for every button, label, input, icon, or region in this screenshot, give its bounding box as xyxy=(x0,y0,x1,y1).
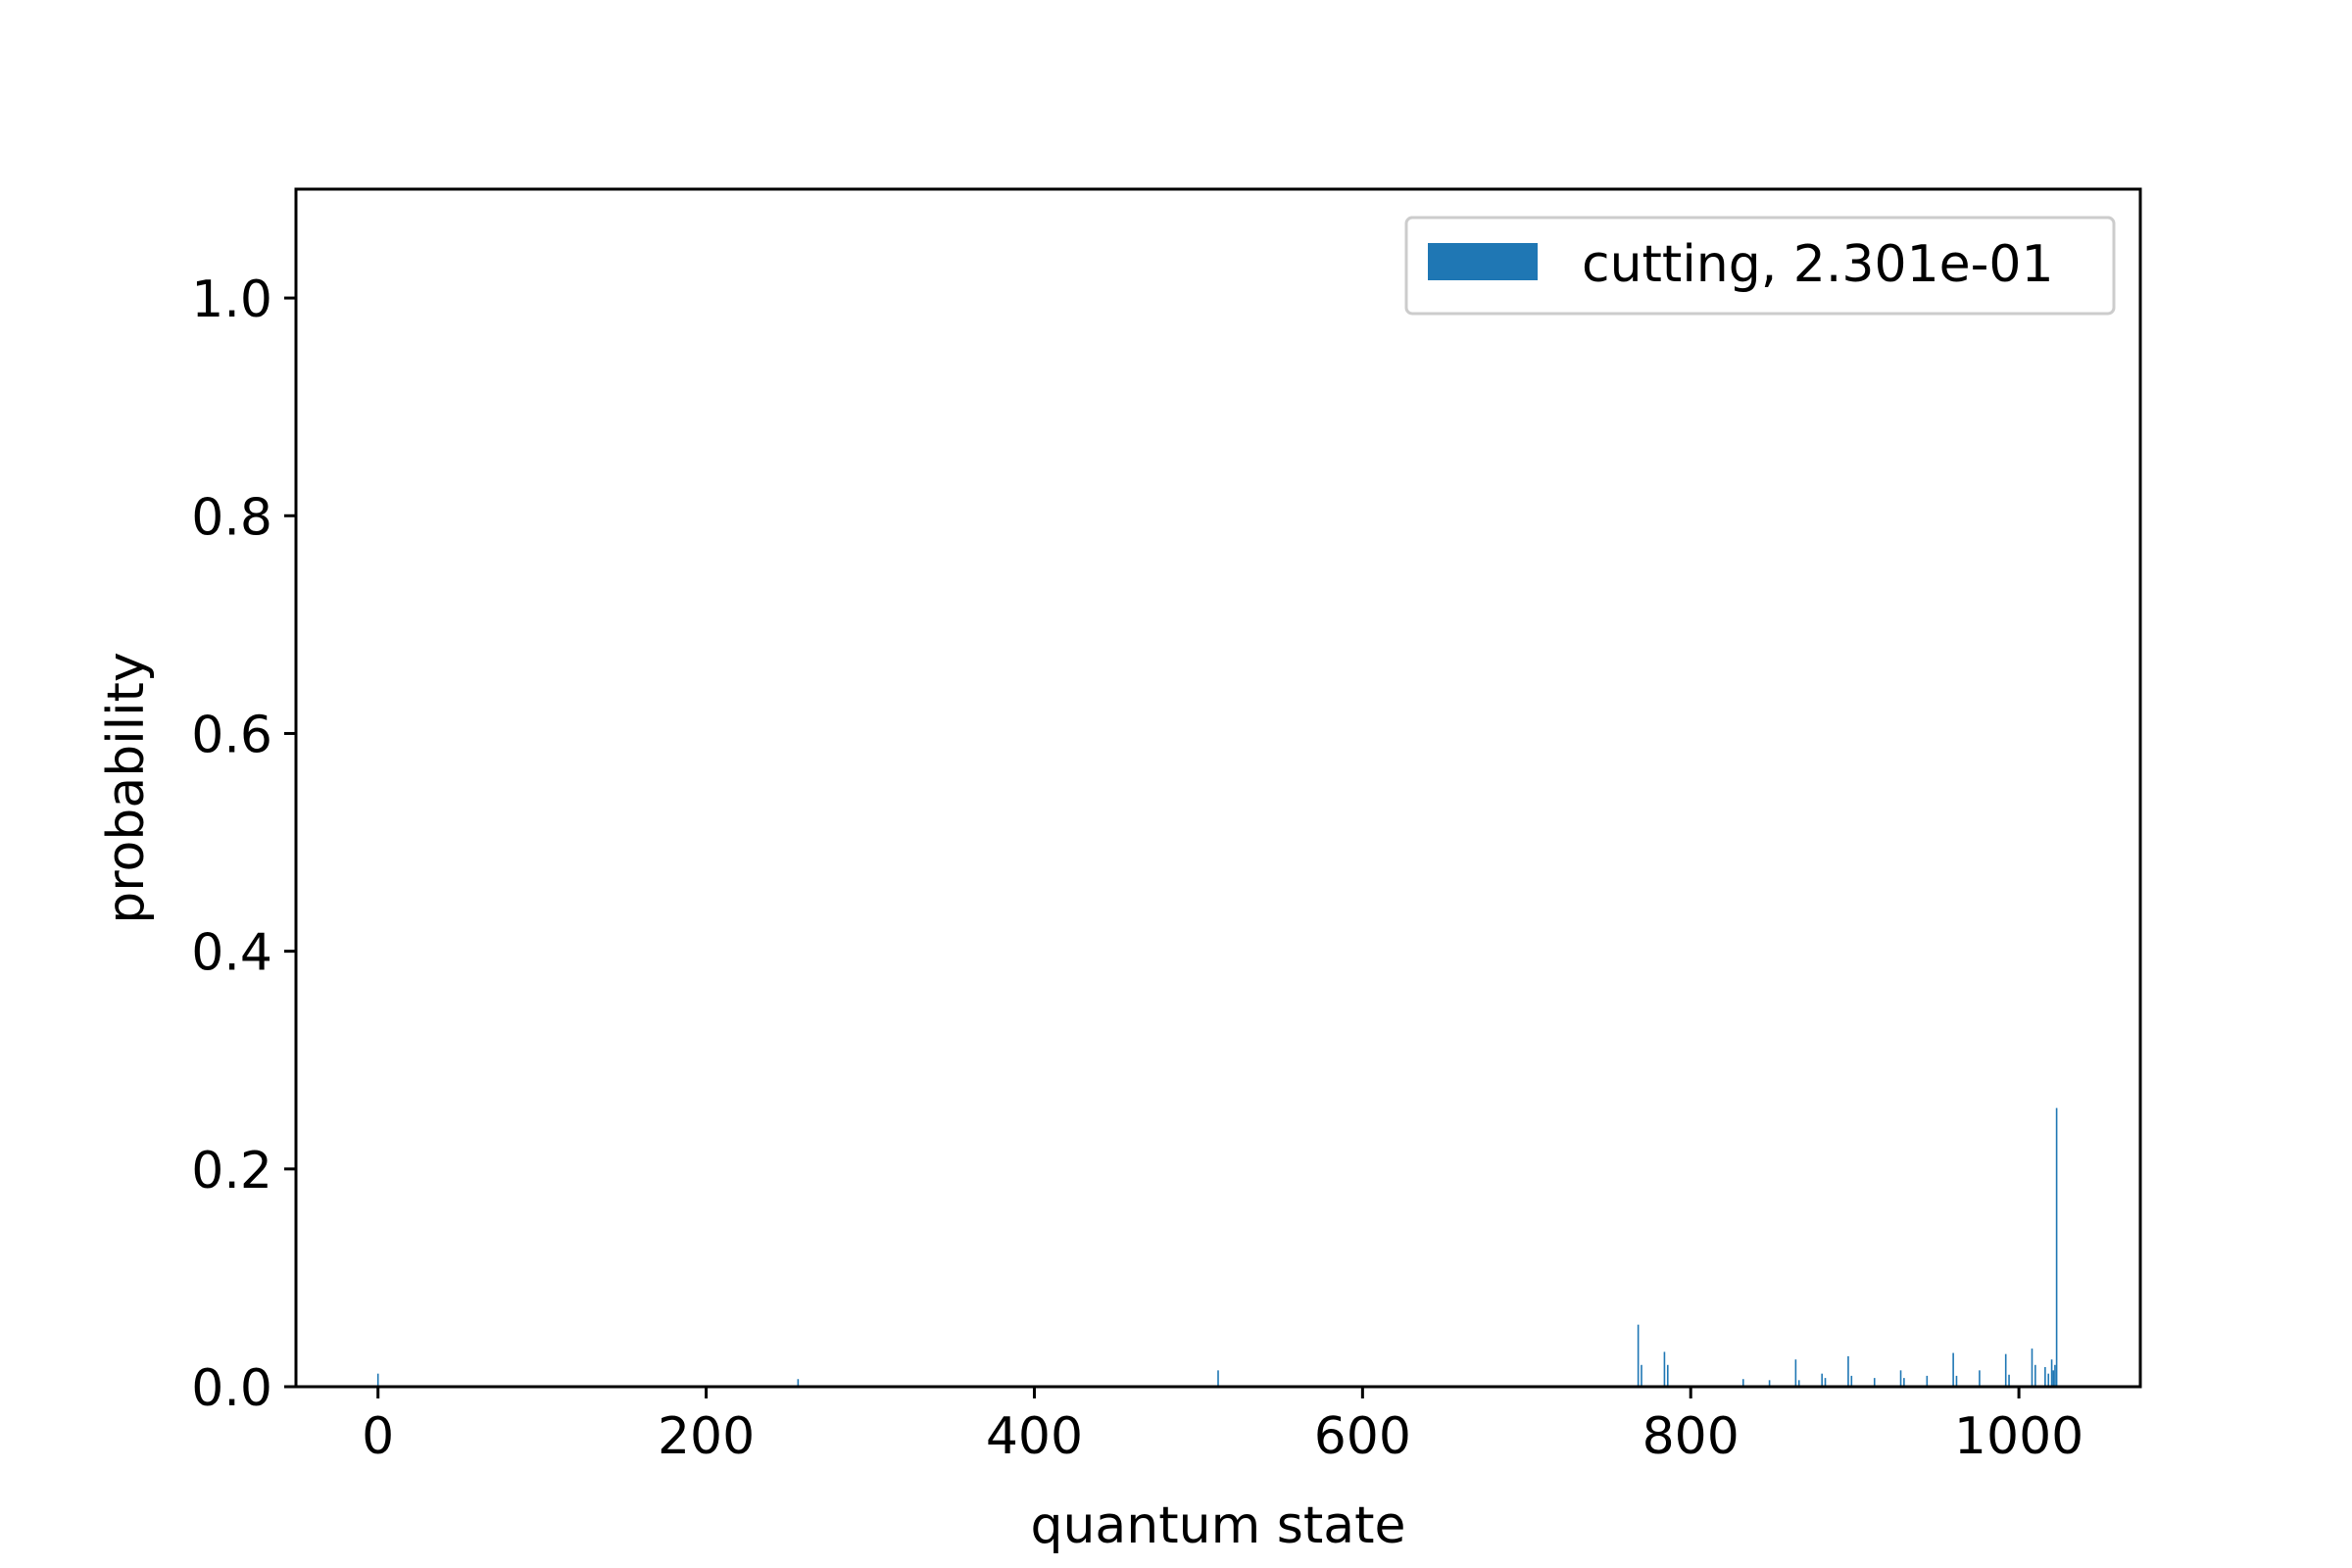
y-axis-ticks: 0.0 0.2 0.4 0.6 0.8 1.0 xyxy=(191,270,296,1418)
y-tick-label: 0.4 xyxy=(191,924,272,983)
bar xyxy=(1797,1380,1800,1387)
x-axis-label: quantum state xyxy=(1030,1496,1405,1555)
x-tick-label: 200 xyxy=(658,1407,755,1466)
y-tick-label: 1.0 xyxy=(191,270,272,329)
bar xyxy=(1873,1378,1876,1387)
bar xyxy=(2031,1348,2034,1387)
bar xyxy=(1847,1355,1849,1387)
x-tick-label: 600 xyxy=(1314,1407,1411,1466)
axes-frame xyxy=(294,187,2142,1389)
bar xyxy=(1742,1379,1744,1387)
bar xyxy=(2047,1373,2050,1387)
bar xyxy=(2052,1370,2055,1387)
bar xyxy=(1637,1324,1640,1387)
legend: cutting, 2.301e-01 xyxy=(1404,216,2116,316)
y-axis-label: probability xyxy=(97,652,156,923)
bar xyxy=(2044,1367,2046,1387)
bar xyxy=(797,1379,800,1387)
bar xyxy=(1903,1378,1905,1387)
bar xyxy=(2008,1374,2010,1387)
bar xyxy=(2050,1359,2053,1387)
x-tick-label: 0 xyxy=(362,1407,394,1466)
legend-box xyxy=(1404,216,2116,316)
bar xyxy=(1979,1370,1981,1387)
bar xyxy=(1641,1364,1642,1387)
bar xyxy=(1666,1364,1669,1387)
bar xyxy=(1899,1370,1902,1387)
legend-swatch xyxy=(1428,243,1538,280)
bar xyxy=(2034,1364,2036,1387)
x-tick-label: 400 xyxy=(986,1407,1083,1466)
y-tick-label: 0.8 xyxy=(191,488,272,547)
y-tick-label: 0.6 xyxy=(191,706,272,764)
bar xyxy=(2054,1364,2056,1387)
bar xyxy=(376,1373,379,1387)
bar xyxy=(1850,1375,1853,1387)
bar xyxy=(1824,1378,1827,1387)
x-tick-label: 1000 xyxy=(1954,1407,2083,1466)
bar xyxy=(1952,1352,1954,1387)
bar-series xyxy=(376,1107,2058,1387)
bar xyxy=(1955,1375,1958,1387)
bar xyxy=(1794,1359,1797,1387)
bar xyxy=(1663,1351,1666,1387)
y-tick-label: 0.2 xyxy=(191,1142,272,1200)
y-tick-label: 0.0 xyxy=(191,1359,272,1418)
legend-label: cutting, 2.301e-01 xyxy=(1582,235,2054,294)
bar xyxy=(2004,1353,2007,1387)
bar xyxy=(1768,1380,1771,1387)
bar xyxy=(2055,1107,2058,1387)
x-axis-ticks: 0 200 400 600 800 1000 xyxy=(362,1387,2083,1466)
x-tick-label: 800 xyxy=(1642,1407,1740,1466)
bar xyxy=(1821,1373,1823,1387)
bar xyxy=(1926,1375,1929,1387)
bar xyxy=(1217,1370,1219,1387)
